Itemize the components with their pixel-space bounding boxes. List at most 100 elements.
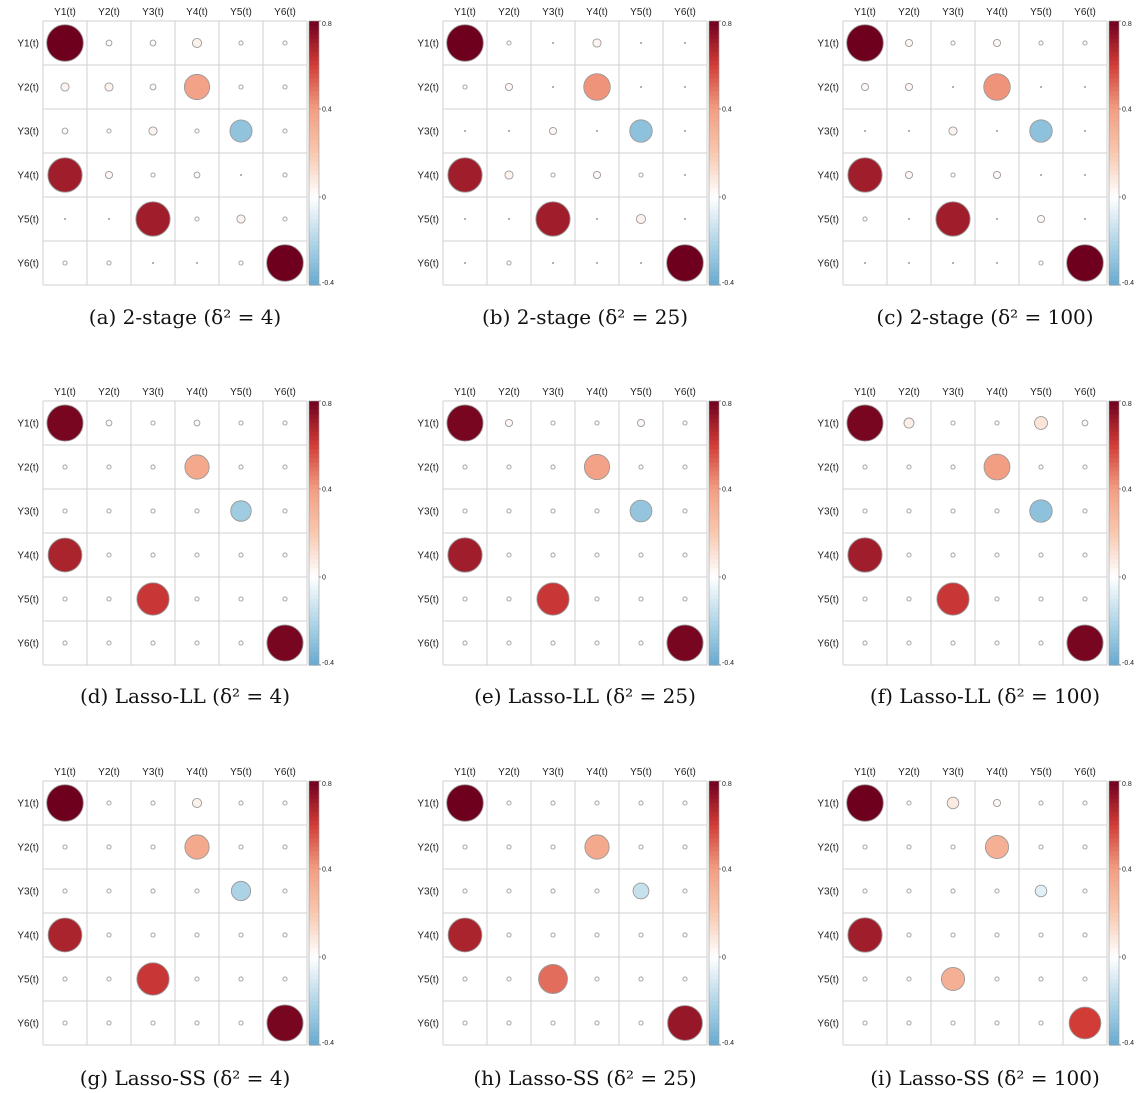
colorbar-segment (309, 528, 319, 534)
correlation-cell (238, 260, 244, 266)
correlation-cell (446, 404, 484, 442)
colorbar-segment (309, 533, 319, 538)
correlation-cell (46, 24, 84, 62)
colorbar-segment (309, 409, 319, 415)
colorbar-segment (309, 559, 319, 565)
colorbar-segment (309, 170, 319, 176)
colorbar-segment (1109, 95, 1119, 101)
row-label: Y5(t) (17, 975, 39, 986)
colorbar-segment (309, 480, 319, 486)
correlation-cell (594, 888, 600, 894)
colorbar-segment (1109, 952, 1119, 958)
colorbar-segment (309, 886, 319, 892)
correlation-cell (862, 596, 868, 602)
colorbar-segment (309, 104, 319, 110)
column-label: Y1(t) (54, 767, 76, 778)
colorbar-segment (709, 157, 719, 163)
colorbar-segment (309, 276, 319, 282)
colorbar-segment (1109, 144, 1119, 150)
correlation-cell (230, 880, 252, 902)
colorbar-segment (309, 192, 319, 198)
column-label: Y6(t) (274, 387, 296, 398)
correlation-cell (1082, 932, 1088, 938)
correlation-cell (906, 640, 912, 646)
colorbar-segment (1109, 38, 1119, 44)
row-label: Y2(t) (817, 463, 839, 474)
row-label: Y1(t) (17, 39, 39, 50)
column-label: Y4(t) (986, 767, 1008, 778)
colorbar-frame (1108, 780, 1120, 1046)
colorbar-segment (309, 467, 319, 472)
correlation-cell (1082, 976, 1088, 982)
correlation-cell (682, 888, 688, 894)
colorbar-segment (309, 210, 319, 216)
colorbar-segment (309, 825, 319, 830)
colorbar-segment (309, 829, 319, 835)
row-label: Y3(t) (417, 887, 439, 898)
correlation-cell (238, 800, 244, 806)
panel-caption: (i) Lasso-SS (δ² = 100) (870, 1066, 1100, 1090)
colorbar-segment (709, 95, 719, 101)
correlation-cell (1083, 217, 1087, 221)
colorbar-segment (709, 131, 719, 136)
colorbar-segment (709, 550, 719, 556)
colorbar-segment (1109, 1001, 1119, 1006)
colorbar-segment (309, 515, 319, 521)
colorbar-segment (709, 73, 719, 79)
colorbar-segment (1109, 73, 1119, 79)
correlation-cell (462, 640, 468, 646)
colorbar-tick-label: 0.8 (722, 21, 732, 28)
colorbar-tick-label: 0.4 (722, 487, 732, 494)
colorbar-segment (1109, 864, 1119, 870)
correlation-cell (463, 217, 467, 221)
correlation-cell (47, 917, 83, 953)
correlation-cell (266, 244, 304, 282)
colorbar-segment (1109, 245, 1119, 251)
row-label: Y6(t) (817, 259, 839, 270)
correlation-panel: Y1(t) Y2(t) Y3(t) Y4(t) Y5(t) Y6(t) Y1(t) Y2(t)… (17, 767, 334, 1090)
colorbar-segment (309, 519, 319, 525)
correlation-cell (47, 537, 83, 573)
correlation-cell (1068, 1006, 1102, 1040)
correlation-cell (863, 129, 867, 133)
colorbar-segment (709, 528, 719, 534)
colorbar-segment (1109, 899, 1119, 905)
colorbar-segment (1109, 445, 1119, 450)
correlation-cell (136, 962, 170, 996)
colorbar-segment (1109, 568, 1119, 574)
colorbar-segment (309, 855, 319, 861)
correlation-cell (238, 552, 244, 558)
correlation-cell (106, 932, 112, 938)
correlation-cell (266, 624, 304, 662)
colorbar-segment (709, 236, 719, 242)
correlation-cell (62, 464, 68, 470)
colorbar-segment (1109, 267, 1119, 273)
correlation-cell (682, 976, 688, 982)
colorbar-segment (709, 515, 719, 521)
colorbar-segment (1109, 873, 1119, 879)
correlation-cell (682, 932, 688, 938)
colorbar-segment (1109, 533, 1119, 538)
correlation-cell (903, 417, 915, 429)
correlation-cell (907, 261, 911, 265)
colorbar-tick-label: 0.8 (1122, 401, 1132, 408)
row-label: Y5(t) (17, 215, 39, 226)
colorbar-segment (309, 537, 319, 543)
colorbar-segment (1109, 603, 1119, 609)
colorbar-segment (709, 926, 719, 932)
colorbar-segment (1109, 205, 1119, 211)
colorbar-segment (309, 555, 319, 560)
colorbar-segment (709, 1014, 719, 1020)
colorbar-tick-label: 0 (722, 575, 726, 582)
colorbar-segment (1109, 175, 1119, 180)
colorbar-segment (1109, 453, 1119, 459)
correlation-cell (550, 932, 556, 938)
colorbar-segment (309, 69, 319, 75)
colorbar-tick-label: -0.4 (1122, 1040, 1134, 1047)
colorbar-segment (709, 223, 719, 229)
correlation-cell (1039, 85, 1043, 89)
colorbar-segment (709, 227, 719, 233)
correlation-panel: Y1(t) Y2(t) Y3(t) Y4(t) Y5(t) Y6(t) Y1(t) Y2(t)… (17, 387, 334, 708)
correlation-cell (506, 40, 512, 46)
colorbar-segment (309, 957, 319, 962)
